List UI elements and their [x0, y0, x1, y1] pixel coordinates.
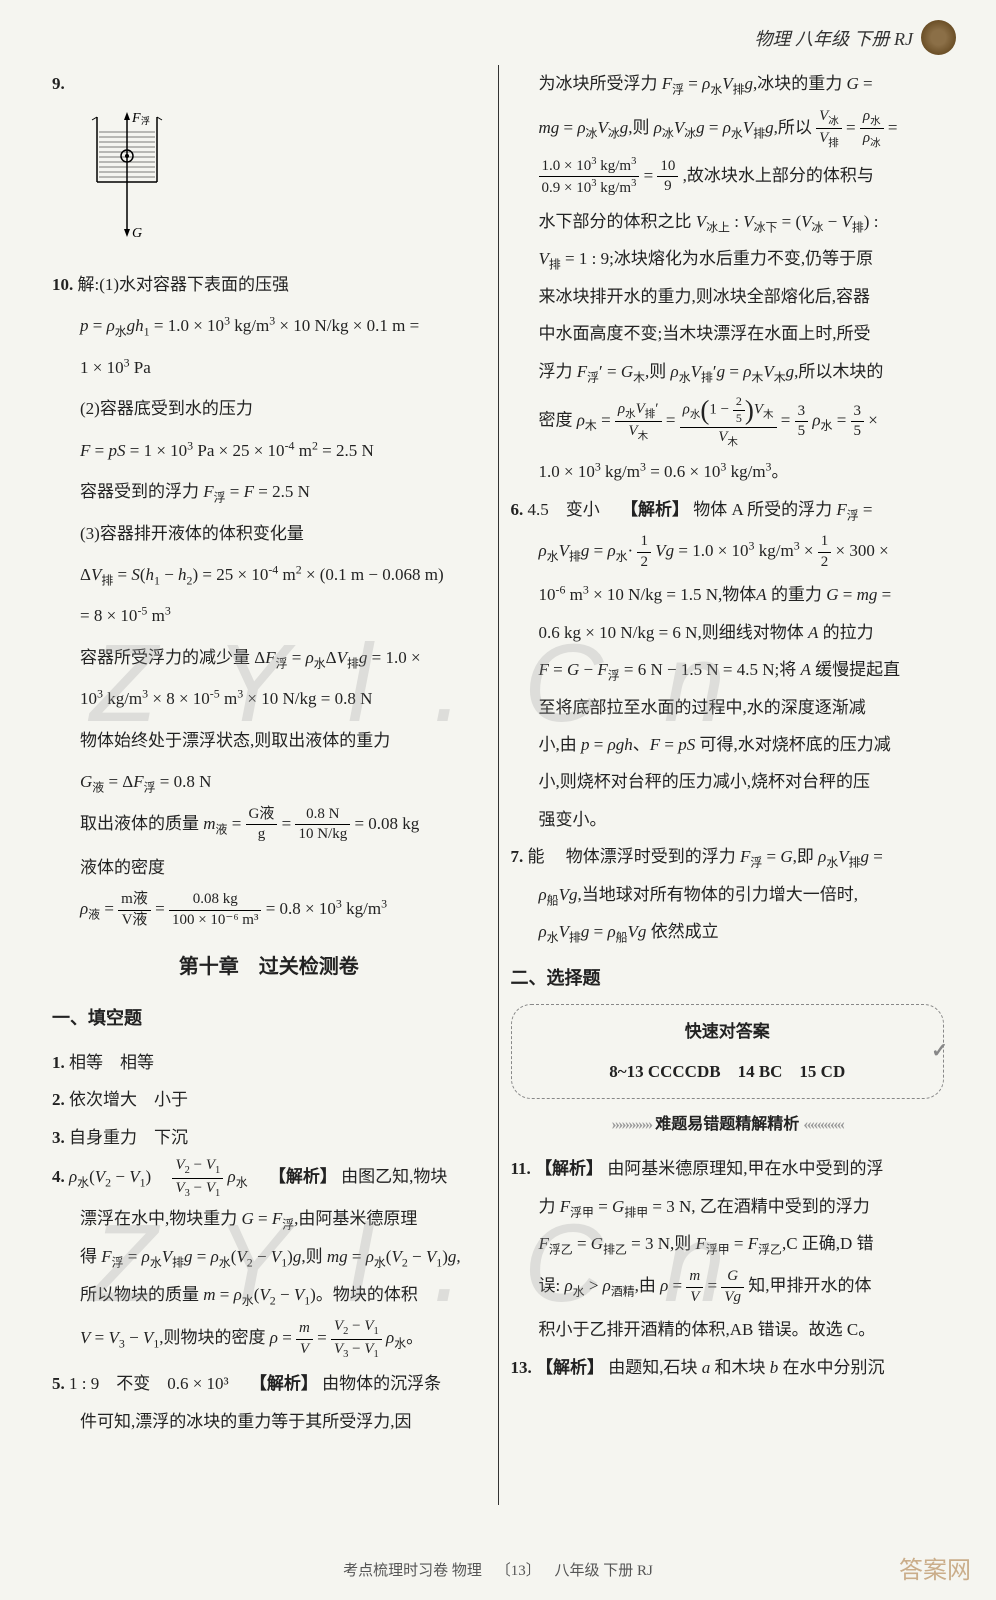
question-7: 7. 能 物体漂浮时受到的浮力 F浮 = G,即 ρ水V排g = ρ船Vg,当地… [511, 838, 945, 951]
answer-box: 快速对答案 8~13 CCCCDB 14 BC 15 CD ✓ [511, 1004, 945, 1100]
q11-line3: F浮乙 = G排乙 = 3 N,则 F浮甲 = F浮乙,C 正确,D 错 [511, 1225, 945, 1263]
page-number: 〔13〕 [486, 1559, 551, 1580]
q6-line7: 小,由 p = ρgh、F = pS 可得,水对烧杯底的压力减 [511, 726, 945, 763]
q9-diagram: F 浮 G [82, 112, 486, 255]
q10-line6: = 8 × 10-5 m3 [52, 597, 486, 634]
q10-part3: (3)容器排开液体的体积变化量 [52, 515, 486, 552]
question-6: 6. 4.5 变小 【解析】 物体 A 所受的浮力 F浮 = ρ水V排g = ρ… [511, 491, 945, 839]
decorated-title: ›››››››››››› 难题易错题精解精析 ‹‹‹‹‹‹‹‹‹‹‹‹ [511, 1107, 945, 1142]
c5-line10: 1.0 × 103 kg/m3 = 0.6 × 103 kg/m3。 [539, 453, 945, 490]
chapter-title: 第十章 过关检测卷 [52, 945, 486, 989]
left-column: 9. [40, 65, 499, 1505]
q9-number: 9. [52, 74, 65, 93]
right-column: 为冰块所受浮力 F浮 = ρ水V排g,冰块的重力 G = mg = ρ冰V冰g,… [499, 65, 957, 1505]
q7-line3: ρ水V排g = ρ船Vg 依然成立 [511, 913, 945, 951]
q6-line5: F = G − F浮 = 6 N − 1.5 N = 4.5 N;将 A 缓慢提… [511, 651, 945, 689]
beaker-svg: F 浮 G [82, 112, 182, 242]
q7-line2: ρ船Vg,当地球对所有物体的引力增大一倍时, [511, 876, 945, 914]
c5-line4: 水下部分的体积之比 V冰上 : V冰下 = (V冰 − V排) : [539, 203, 945, 241]
q5-continuation: 为冰块所受浮力 F浮 = ρ水V排g,冰块的重力 G = mg = ρ冰V冰g,… [511, 65, 945, 491]
q10-line12: 液体的密度 [52, 849, 486, 886]
q4-line5: V = V3 − V1,则物块的密度 ρ = mV = V2 − V1V3 − … [52, 1317, 486, 1361]
header-logo [921, 20, 956, 55]
svg-text:F: F [131, 112, 141, 126]
c5-line5: V排 = 1 : 9;冰块熔化为水后重力不变,仍等于原 [539, 240, 945, 278]
c5-line9: 密度 ρ木 = ρ水V排′V木 = ρ水(1 − 25)V木V木 = 35 ρ水… [539, 394, 945, 449]
question-5: 5. 1 : 9 不变 0.6 × 10³ 【解析】 由物体的沉浮条 件可知,漂… [52, 1365, 486, 1440]
section2-title: 二、选择题 [511, 959, 945, 999]
question-13: 13. 【解析】 由题知,石块 a 和木块 b 在水中分别沉 [511, 1349, 945, 1386]
header: 物理 八年级 下册 RJ [40, 20, 956, 65]
header-title: 物理 八年级 下册 RJ [755, 25, 913, 51]
q10-line7: 容器所受浮力的减少量 ΔF浮 = ρ水ΔV排g = 1.0 × [52, 639, 486, 677]
q10-line2: 1 × 103 Pa [52, 349, 486, 386]
q10-line1: p = ρ水gh1 = 1.0 × 103 kg/m3 × 10 N/kg × … [52, 307, 486, 345]
c5-line3: 1.0 × 103 kg/m30.9 × 103 kg/m3 = 109 ,故冰… [539, 155, 945, 199]
q6-line2: ρ水V排g = ρ水· 12 Vg = 1.0 × 103 kg/m3 × 12… [511, 532, 945, 572]
q10-line4: 容器受到的浮力 F浮 = F = 2.5 N [52, 473, 486, 511]
q10-line3: F = pS = 1 × 103 Pa × 25 × 10-4 m2 = 2.5… [52, 432, 486, 469]
page-container: 物理 八年级 下册 RJ Z Y l . C n Z Y l . C n 9. [0, 0, 996, 1600]
q11-line2: 力 F浮甲 = G排甲 = 3 N, 乙在酒精中受到的浮力 [511, 1188, 945, 1226]
svg-text:浮: 浮 [141, 115, 150, 126]
question-9: 9. [52, 65, 486, 256]
q10-number: 10. [52, 275, 73, 294]
footer: 考点梳理时习卷 物理 〔13〕 八年级 下册 RJ [0, 1559, 996, 1580]
svg-text:G: G [132, 226, 142, 241]
q4-line4: 所以物块的质量 m = ρ水(V2 − V1)。物块的体积 [52, 1276, 486, 1314]
question-1: 1. 相等 相等 [52, 1044, 486, 1081]
question-4: 4. ρ水(V2 − V1) V2 − V1V3 − V1 ρ水 【解析】 由图… [52, 1156, 486, 1361]
q10-line9: 物体始终处于漂浮状态,则取出液体的重力 [52, 722, 486, 759]
corner-logo: 答案网 [899, 1550, 971, 1585]
q6-line4: 0.6 kg × 10 N/kg = 6 N,则细线对物体 A 的拉力 [511, 614, 945, 651]
content-columns: 9. [40, 65, 956, 1505]
section1-title: 一、填空题 [52, 999, 486, 1039]
q4-line3: 得 F浮 = ρ水V排g = ρ水(V2 − V1)g,则 mg = ρ水(V2… [52, 1238, 486, 1276]
q10-line11: 取出液体的质量 m液 = G液g = 0.8 N10 N/kg = 0.08 k… [52, 805, 486, 845]
question-3: 3. 自身重力 下沉 [52, 1119, 486, 1156]
q10-line8: 103 kg/m3 × 8 × 10-5 m3 × 10 N/kg = 0.8 … [52, 680, 486, 717]
q10-line13: ρ液 = m液V液 = 0.08 kg100 × 10⁻⁶ m³ = 0.8 ×… [52, 890, 486, 930]
question-2: 2. 依次增大 小于 [52, 1081, 486, 1118]
c5-line2: mg = ρ冰V冰g,则 ρ冰V冰g = ρ水V排g,所以 V冰V排 = ρ水ρ… [539, 107, 945, 151]
q10-part2: (2)容器底受到水的压力 [52, 390, 486, 427]
q4-line2: 漂浮在水中,物块重力 G = F浮,由阿基米德原理 [52, 1200, 486, 1238]
question-11: 11. 【解析】 由阿基米德原理知,甲在水中受到的浮 力 F浮甲 = G排甲 =… [511, 1150, 945, 1348]
q10-line5: ΔV排 = S(h1 − h2) = 25 × 10-4 m2 × (0.1 m… [52, 556, 486, 594]
check-icon: ✓ [931, 1029, 948, 1073]
q10-intro: 解:(1)水对容器下表面的压强 [78, 275, 290, 294]
q6-line3: 10-6 m3 × 10 N/kg = 1.5 N,物体A 的重力 G = mg… [511, 576, 945, 613]
question-10: 10. 解:(1)水对容器下表面的压强 p = ρ水gh1 = 1.0 × 10… [52, 266, 486, 931]
c5-line1: 为冰块所受浮力 F浮 = ρ水V排g,冰块的重力 G = [539, 65, 945, 103]
c5-line8: 浮力 F浮′ = G木,则 ρ水V排′g = ρ木V木g,所以木块的 [539, 353, 945, 391]
q11-line4: 误: ρ水 > ρ酒精,由 ρ = mV = GVg 知,甲排开水的体 [511, 1267, 945, 1307]
q10-line10: G液 = ΔF浮 = 0.8 N [52, 763, 486, 801]
